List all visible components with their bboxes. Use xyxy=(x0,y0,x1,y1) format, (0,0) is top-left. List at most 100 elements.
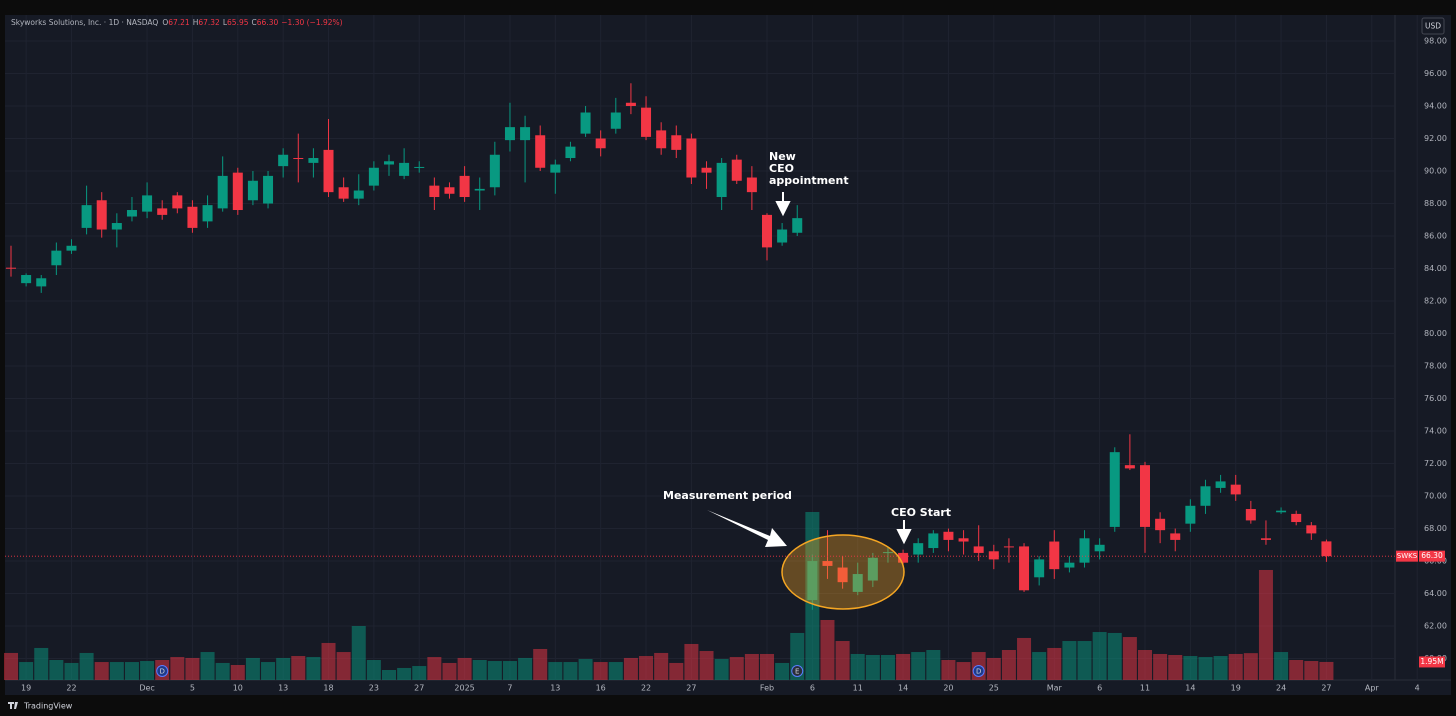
candle-body xyxy=(550,164,561,173)
volume-bar xyxy=(79,652,94,680)
volume-bar xyxy=(654,652,669,680)
y-tick-label: 80.00 xyxy=(1424,329,1447,338)
volume-tag xyxy=(1419,656,1445,668)
volume-bar xyxy=(744,653,759,680)
volume-bar xyxy=(578,658,593,680)
candle-body xyxy=(489,154,500,188)
x-tick-label: Mar xyxy=(1047,684,1063,693)
volume-bar xyxy=(215,662,230,680)
volume-bar xyxy=(64,662,79,680)
candle-body xyxy=(1185,505,1196,524)
event-label: E xyxy=(795,668,799,676)
candle-body xyxy=(792,218,803,233)
candle-body xyxy=(958,538,969,542)
x-tick-label: 27 xyxy=(686,684,696,693)
x-tick-label: Feb xyxy=(760,684,774,693)
candle-body xyxy=(777,229,788,243)
y-tick-label: 74.00 xyxy=(1424,427,1447,436)
candle-body xyxy=(142,195,153,212)
candle-body xyxy=(1064,562,1075,568)
volume-bar xyxy=(714,658,729,680)
volume-bar xyxy=(548,662,563,680)
event-icon xyxy=(156,665,169,677)
header-title: Skyworks Solutions, Inc. · 1D · NASDAQ xyxy=(11,18,158,27)
y-tick-label: 78.00 xyxy=(1424,362,1447,371)
volume-bar xyxy=(34,647,49,680)
candle-body xyxy=(595,138,606,149)
volume-bar xyxy=(850,653,865,680)
candle-body xyxy=(867,557,878,581)
volume-bar xyxy=(1092,632,1107,680)
x-tick-label: 27 xyxy=(414,684,424,693)
x-tick-label: 23 xyxy=(369,684,379,693)
header-key: C xyxy=(252,18,257,27)
candle-body xyxy=(1321,541,1332,557)
volume-pane xyxy=(4,512,1334,680)
volume-bar xyxy=(1258,569,1273,680)
candle-body xyxy=(51,250,62,266)
volume-bar xyxy=(684,643,699,680)
candle-body xyxy=(293,158,304,160)
volume-bar xyxy=(1107,632,1122,680)
candle-body xyxy=(1094,544,1105,552)
header-value: 67.21 xyxy=(168,18,190,27)
candle-body xyxy=(1049,541,1060,570)
y-tick-label: 70.00 xyxy=(1424,492,1447,501)
candle-body xyxy=(263,175,274,204)
overlay: SWKS 66.30 1.95M D E D xyxy=(5,550,1445,677)
volume-bar xyxy=(896,653,911,680)
volume-bar xyxy=(1047,647,1062,680)
candle-body xyxy=(565,146,576,159)
candles xyxy=(6,83,1332,610)
candle-body xyxy=(217,175,228,209)
candle-body xyxy=(746,177,757,193)
y-tick-label: 96.00 xyxy=(1424,69,1447,78)
candle-body xyxy=(535,135,546,168)
candle-body xyxy=(474,188,485,191)
volume-bar xyxy=(699,651,714,680)
x-tick-label: 6 xyxy=(1097,684,1102,693)
volume-bar xyxy=(1213,656,1228,680)
volume-bar xyxy=(1032,652,1047,680)
volume-bar xyxy=(124,662,139,680)
candle-body xyxy=(1245,509,1256,521)
candle-body xyxy=(580,112,591,134)
candle-body xyxy=(671,135,682,150)
candle-body xyxy=(928,533,939,549)
volume-bar xyxy=(261,662,276,680)
header-key: L xyxy=(223,18,228,27)
measurement-ellipse xyxy=(781,534,905,610)
x-tick-label: 11 xyxy=(1140,684,1150,693)
volume-bar xyxy=(760,653,774,680)
candle-body xyxy=(625,102,636,107)
candle-body xyxy=(399,162,410,176)
volume-bar xyxy=(518,657,533,680)
volume-bar xyxy=(457,657,472,680)
symbol-tag xyxy=(1396,550,1418,562)
header-key: H xyxy=(193,18,199,27)
candle-body xyxy=(202,205,213,222)
currency: USD xyxy=(1425,22,1441,31)
candle-body xyxy=(36,278,47,287)
candle-body xyxy=(807,561,818,601)
y-tick-label: 62.00 xyxy=(1424,622,1447,631)
volume-bar xyxy=(941,659,956,680)
volume-bar xyxy=(306,657,321,680)
candle-body xyxy=(1215,481,1226,488)
appointment-line: appointment xyxy=(769,174,849,187)
candle-body xyxy=(1155,518,1166,531)
volume-bar xyxy=(1138,649,1152,680)
candle-body xyxy=(1124,465,1135,469)
candle-body xyxy=(429,185,440,198)
volume-bar xyxy=(775,662,790,680)
y-tick-label: 86.00 xyxy=(1424,232,1447,241)
candle-body xyxy=(1079,538,1090,563)
volume-bar xyxy=(366,659,381,680)
volume-bar xyxy=(623,657,638,680)
volume-bar xyxy=(1153,653,1168,680)
event-label: D xyxy=(976,668,981,676)
volume-bar xyxy=(533,648,548,680)
y-tick-label: 94.00 xyxy=(1424,102,1447,111)
chart-pane xyxy=(5,15,1451,695)
